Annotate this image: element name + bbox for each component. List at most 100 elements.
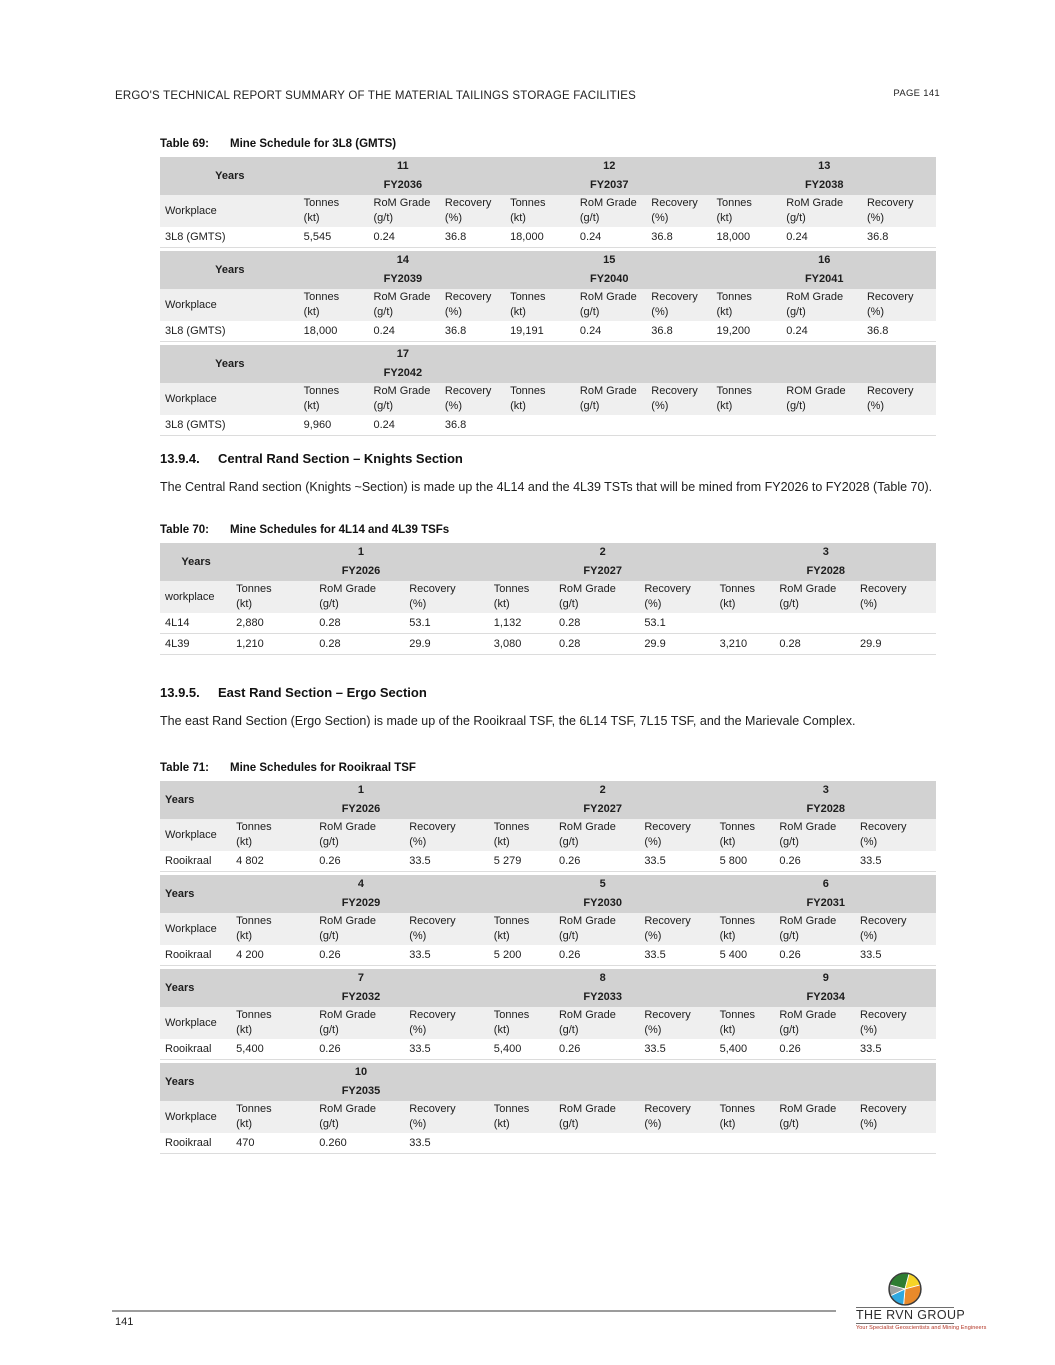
workplace-header: workplace <box>160 581 233 613</box>
years-row: Years 1 FY2026 2 FY2027 3 FY2028 <box>160 543 936 581</box>
column-header-line2: (g/t) <box>319 836 339 848</box>
table-title-label: Table 69: <box>160 138 209 150</box>
column-header-row: Workplace Tonnes (kt) RoM Grade (g/t) Recover… <box>160 383 936 415</box>
cell-value: 36.8 <box>862 321 936 342</box>
column-header-line2: (kt) <box>236 930 253 942</box>
column-header-line2: (%) <box>860 1024 878 1036</box>
row-label: 3L8 (GMTS) <box>160 321 300 342</box>
column-header: Tonnes (kt) <box>232 1101 316 1133</box>
column-header-row: Workplace Tonnes (kt) RoM Grade (g/t) Recover… <box>160 1101 936 1133</box>
year-group: 1 FY2026 <box>232 781 490 819</box>
footer-divider <box>112 1310 836 1312</box>
column-header-line2: (%) <box>860 930 878 942</box>
column-header: RoM Grade (g/t) <box>575 289 648 321</box>
column-header-line2: (%) <box>444 400 462 412</box>
column-header-line2: (g/t) <box>319 1024 339 1036</box>
column-header: Recovery (%) <box>856 913 936 945</box>
cell-value: 33.5 <box>856 851 936 872</box>
column-header-line1: RoM Grade <box>319 583 377 595</box>
column-header-row: Workplace Tonnes (kt) RoM Grade (g/t) Recover… <box>160 1007 936 1039</box>
row-label: Rooikraal <box>160 945 233 966</box>
column-header: RoM Grade (g/t) <box>775 581 857 613</box>
column-header: Recovery (%) <box>856 1007 936 1039</box>
column-header: RoM Grade (g/t) <box>775 913 857 945</box>
column-header-line2: (%) <box>409 930 427 942</box>
cell-value <box>775 613 857 634</box>
row-label: 4L39 <box>160 633 233 655</box>
row-label: 4L14 <box>160 613 233 634</box>
cell-value <box>647 415 713 436</box>
cell-value: 0.28 <box>554 633 641 655</box>
table-70: Table 70: Mine Schedules for 4L14 and 4L3… <box>160 524 936 655</box>
years-row: Years 1 FY2026 2 FY2027 3 FY2028 <box>160 781 936 819</box>
cell-value <box>856 613 936 634</box>
column-header: Recovery (%) <box>647 383 713 415</box>
column-header: ROM Grade (g/t) <box>782 383 863 415</box>
workplace-header: Workplace <box>160 913 233 945</box>
cell-value: 29.9 <box>640 633 716 655</box>
column-header-line1: Tonnes <box>493 821 530 833</box>
cell-value: 36.8 <box>440 227 507 248</box>
column-header: RoM Grade (g/t) <box>775 1007 857 1039</box>
year-group: 12 FY2037 <box>506 157 713 195</box>
cell-value <box>489 1133 555 1154</box>
fiscal-year-label: FY2031 <box>806 897 846 909</box>
fiscal-year-label: FY2030 <box>583 897 622 909</box>
column-header-line1: Recovery <box>866 385 914 397</box>
column-header-line1: Recovery <box>860 1009 907 1021</box>
column-header-line2: (%) <box>644 930 662 942</box>
column-header-line1: Tonnes <box>719 583 756 595</box>
year-group: 4 FY2029 <box>232 875 490 913</box>
column-header-line2: (kt) <box>719 598 736 610</box>
fiscal-year-label: FY2035 <box>341 1085 381 1097</box>
year-number: 9 <box>822 972 829 984</box>
year-group: 2 FY2027 <box>489 543 716 581</box>
column-header-line2: (kt) <box>719 836 736 848</box>
column-header-line1: RoM Grade <box>319 821 377 833</box>
column-header-line2: (g/t) <box>373 212 394 224</box>
column-header-line2: (g/t) <box>579 212 600 224</box>
section-number: 13.9.4. <box>160 451 200 466</box>
fiscal-year-label: FY2026 <box>341 565 381 577</box>
column-header: RoM Grade (g/t) <box>554 1101 641 1133</box>
column-header-line2: (kt) <box>716 306 733 318</box>
cell-value: 5 279 <box>489 851 555 872</box>
column-header-line1: Tonnes <box>236 583 272 595</box>
column-header: Recovery (%) <box>640 819 716 851</box>
column-header: Recovery (%) <box>440 289 507 321</box>
cell-value: 33.5 <box>640 851 716 872</box>
column-header-line1: Recovery <box>644 821 691 833</box>
fiscal-year-label: FY2039 <box>383 273 423 285</box>
cell-value: 0.28 <box>775 633 857 655</box>
year-group: 11 FY2036 <box>299 157 507 195</box>
column-header-line1: Recovery <box>644 1009 691 1021</box>
column-header-line2: (kt) <box>236 598 253 610</box>
column-header-line1: RoM Grade <box>558 583 616 595</box>
page-label: PAGE 141 <box>893 88 940 99</box>
column-header-line2: (g/t) <box>558 836 579 848</box>
fiscal-year-label: FY2040 <box>589 273 629 285</box>
column-header-line2: (%) <box>866 212 885 224</box>
column-header-line2: (%) <box>409 598 427 610</box>
column-header: Tonnes (kt) <box>712 195 783 227</box>
cell-value: 5 200 <box>489 945 555 966</box>
year-number: 15 <box>603 254 616 266</box>
column-header-line1: Recovery <box>409 1009 456 1021</box>
column-header-line2: (kt) <box>303 306 320 318</box>
column-header: RoM Grade (g/t) <box>369 289 441 321</box>
column-header: RoM Grade (g/t) <box>369 195 441 227</box>
cell-value <box>775 1133 857 1154</box>
year-group: 16 FY2041 <box>712 251 936 289</box>
column-header-line1: Tonnes <box>510 197 546 209</box>
column-header: Tonnes (kt) <box>506 289 576 321</box>
cell-value: 0.26 <box>554 945 641 966</box>
year-group: 3 FY2028 <box>715 781 936 819</box>
year-number: 11 <box>397 160 409 172</box>
column-header: Tonnes (kt) <box>715 581 776 613</box>
cell-value <box>575 415 648 436</box>
column-header-line2: (g/t) <box>779 598 799 610</box>
column-header: Tonnes (kt) <box>506 383 576 415</box>
year-group <box>489 1063 716 1101</box>
workplace-header: Workplace <box>160 289 300 321</box>
logo-tagline: Your Specialist Geoscientists and Mining… <box>856 1325 987 1331</box>
